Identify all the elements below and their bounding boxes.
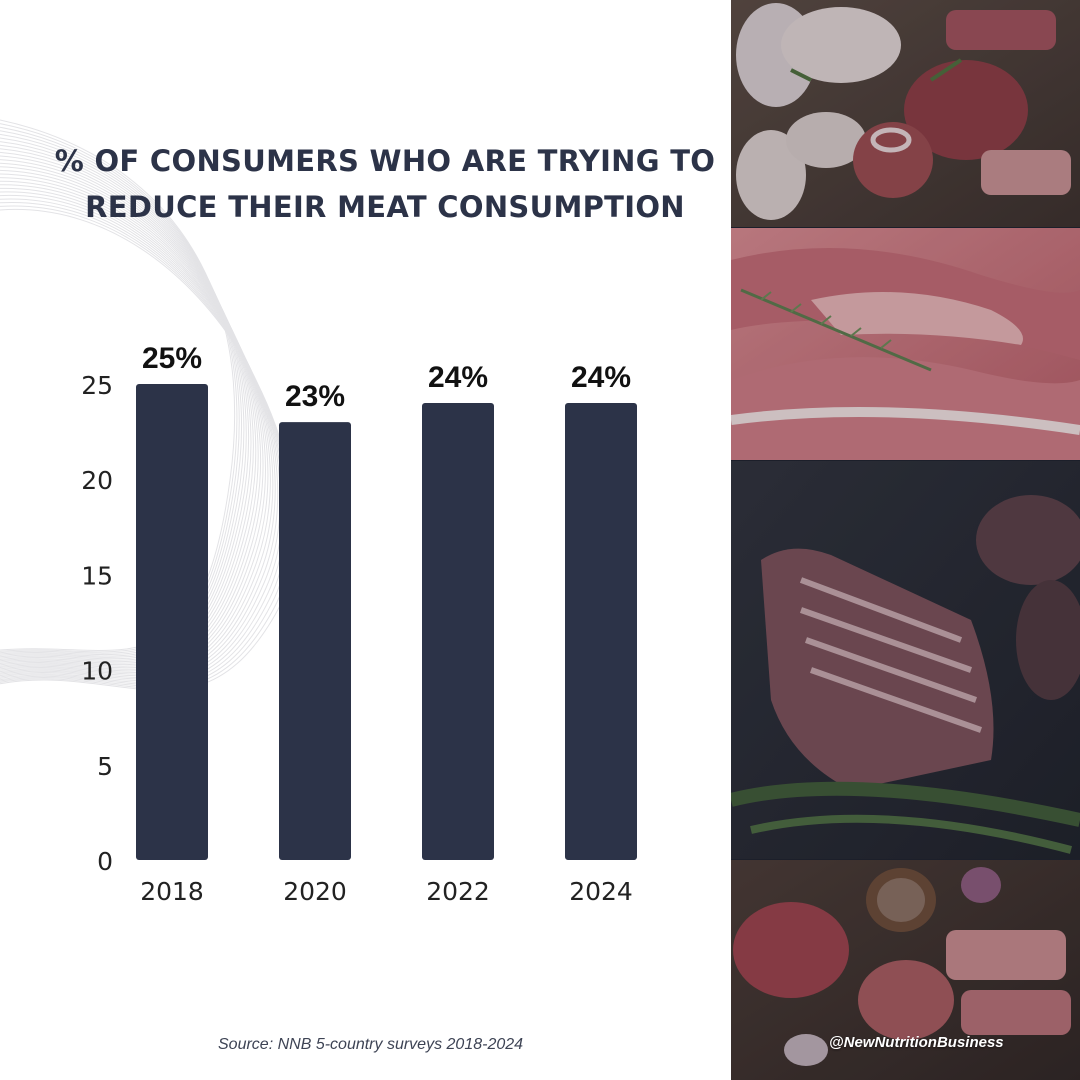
decorative-wave-line [0,162,264,669]
chart-panel: % OF CONSUMERS WHO ARE TRYING TO REDUCE … [0,119,716,1053]
decorative-wave-line [0,169,269,672]
y-tick-label: 10 [81,657,113,686]
decorative-wave-line [0,144,252,661]
decorative-wave-line [0,133,245,657]
chart-title: % OF CONSUMERS WHO ARE TRYING TO REDUCE … [54,144,716,224]
decorative-wave-line [0,141,250,660]
y-tick-label: 0 [97,847,113,876]
bar-2022 [422,403,494,860]
decorative-wave-line [0,173,271,673]
social-handle: @NewNutritionBusiness [829,1034,1004,1051]
decorative-wave-line [0,166,266,670]
x-tick-label-2018: 2018 [140,877,204,906]
x-tick-label-2020: 2020 [283,877,347,906]
photo-beef-and-spices [731,860,1080,1080]
photo-raw-steaks [731,228,1080,460]
decorative-wave-line [0,130,243,656]
source-note: Source: NNB 5-country surveys 2018-2024 [218,1036,524,1053]
y-tick-label: 20 [81,466,113,495]
decorative-wave-line [0,123,238,653]
decorative-wave-line [0,119,236,651]
photo-ribs-and-rosemary [731,461,1080,859]
bar-chart: 0 5 10 15 20 25 25% 2018 23% 2020 24% 2022 24% 2024 [81,342,637,906]
photo-poultry-and-beef [731,0,1080,227]
decorative-wave-line [0,184,279,678]
bar-2018 [136,384,208,860]
decorative-wave-line [0,180,276,677]
bar-2024 [565,403,637,860]
decorative-wave-line [0,177,274,675]
decorative-wave-line [0,155,259,666]
y-tick-label: 15 [81,561,113,590]
decorative-wave-line [0,151,257,664]
data-label-2024: 24% [571,361,631,394]
decorative-wave-line [0,159,261,667]
decorative-wave-line [0,148,254,663]
bar-2020 [279,422,351,860]
decorative-wave-line [0,191,284,682]
data-label-2022: 24% [428,361,488,394]
x-tick-label-2022: 2022 [426,877,490,906]
data-label-2018: 25% [142,342,202,375]
y-tick-label: 5 [97,752,113,781]
data-label-2020: 23% [285,380,345,413]
photo-collage-art [731,0,1080,1080]
decorative-wave-line [0,126,240,654]
decorative-wave-line [0,187,281,680]
meat-photo-collage [731,0,1080,1080]
x-tick-label-2024: 2024 [569,877,633,906]
y-tick-label: 25 [81,371,113,400]
decorative-wave-line [0,137,247,658]
